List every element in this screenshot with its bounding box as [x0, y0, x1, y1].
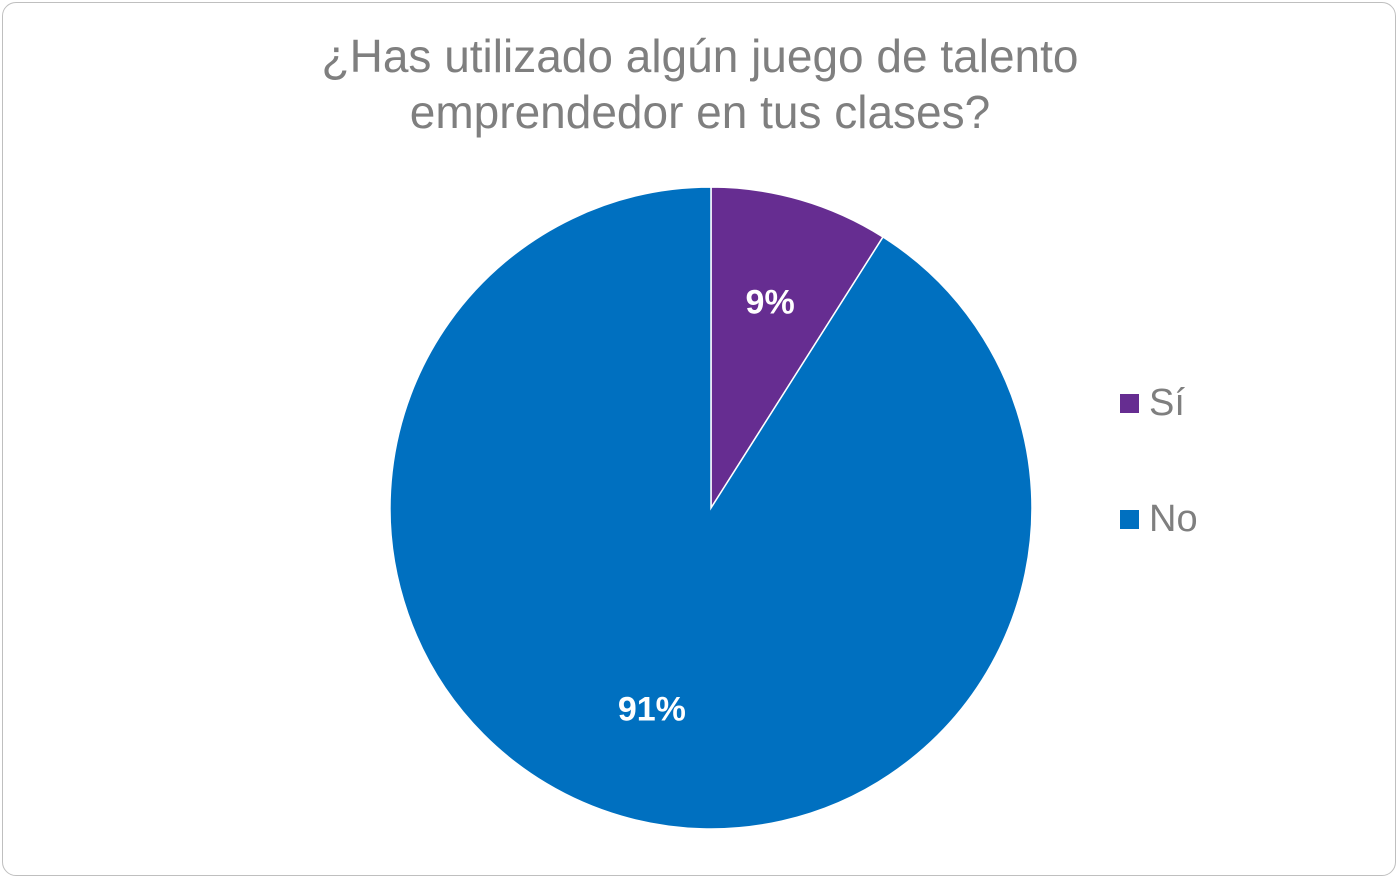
pie-slice-si[interactable]	[710, 186, 885, 511]
pie-labels: 9% 91%	[618, 284, 795, 729]
legend: Sí No	[1120, 378, 1198, 610]
legend-label-si: Sí	[1149, 382, 1185, 424]
legend-swatch-si	[1120, 393, 1139, 413]
chart-title: ¿Has utilizado algún juego de talento em…	[321, 30, 1079, 138]
data-label-no: 91%	[618, 690, 686, 728]
pie-slices	[389, 186, 1033, 830]
data-label-si: 9%	[746, 284, 795, 322]
legend-item-no[interactable]: No	[1120, 494, 1198, 544]
legend-label-no: No	[1149, 498, 1198, 540]
legend-item-si[interactable]: Sí	[1120, 378, 1198, 428]
pie-slice-no[interactable]	[389, 186, 1033, 830]
legend-swatch-no	[1120, 509, 1139, 529]
